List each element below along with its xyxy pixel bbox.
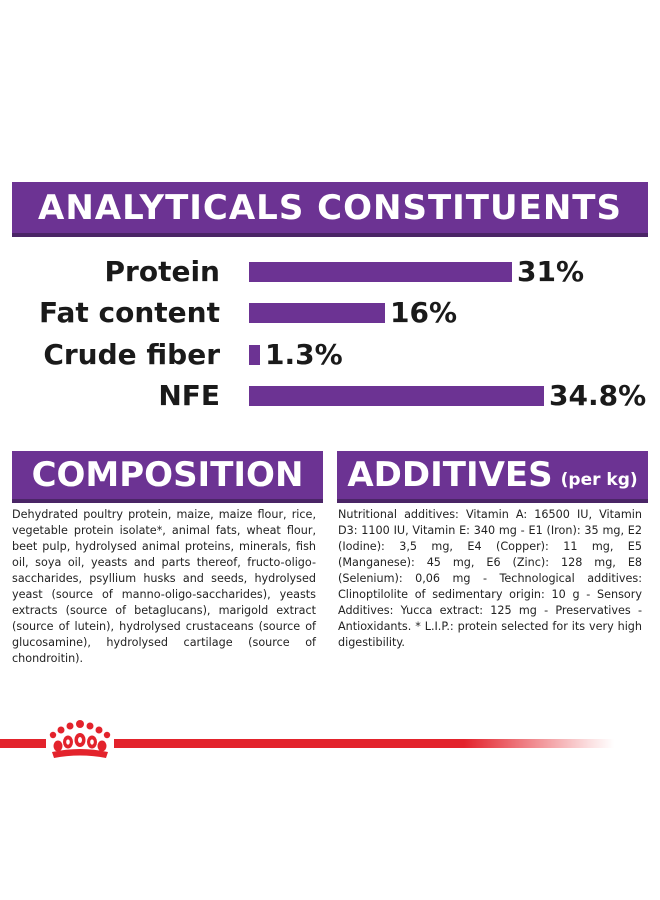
constituent-label: Fat content [39,296,220,329]
constituent-label: Protein [104,255,220,288]
constituent-bar [249,386,544,406]
constituent-bar [249,303,385,323]
additives-title: ADDITIVES [347,455,553,495]
constituent-row: Crude fiber 1.3% [0,335,660,375]
constituent-value: 16% [390,296,458,329]
analytical-constituents-banner: ANALYTICALS CONSTITUENTS [12,182,648,237]
constituent-label: NFE [158,379,220,412]
analytical-title: ANALYTICALS CONSTITUENTS [38,187,622,228]
additives-header: ADDITIVES (per kg) [337,451,648,503]
constituent-bar [249,345,260,365]
composition-header: COMPOSITION [12,451,323,503]
constituent-value: 31% [517,255,585,288]
constituent-value: 34.8% [549,379,647,412]
constituent-row: Protein 31% [0,252,660,292]
red-stripe-left [0,739,46,748]
constituent-label: Crude fiber [43,338,220,371]
constituent-row: Fat content 16% [0,293,660,333]
red-stripe-right [114,739,614,748]
composition-title: COMPOSITION [31,455,304,495]
additives-subtitle: (per kg) [560,470,638,490]
constituent-bar [249,262,512,282]
constituent-value: 1.3% [265,338,343,371]
constituent-row: NFE 34.8% [0,376,660,416]
composition-text: Dehydrated poultry protein, maize, maize… [12,508,316,665]
crown-icon [49,720,111,758]
additives-text: Nutritional additives: Vitamin A: 16500 … [338,508,642,649]
